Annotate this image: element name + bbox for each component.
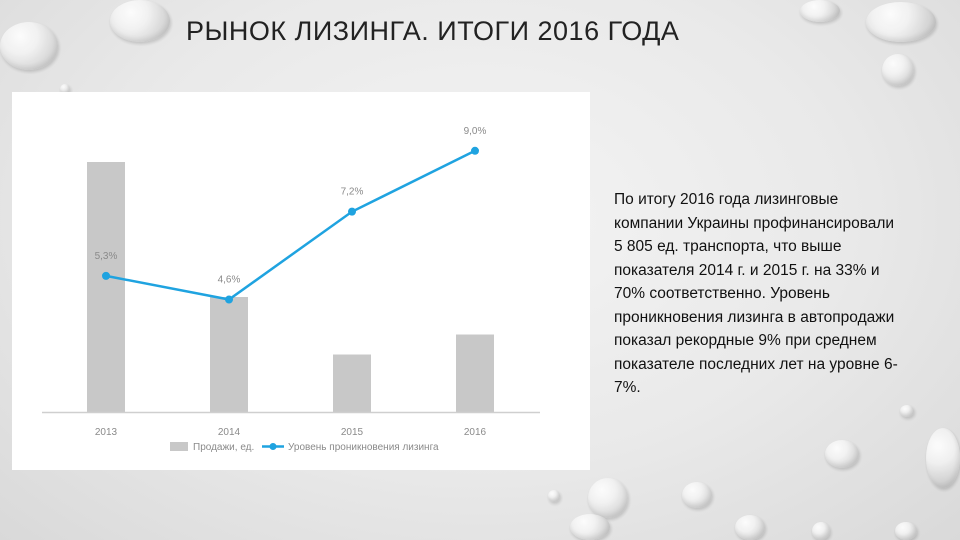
- water-drop-decoration: [548, 490, 560, 502]
- body-text-line: По итогу 2016 года лизинговые: [614, 191, 839, 208]
- water-drop-decoration: [900, 405, 914, 417]
- line-point-2016: [471, 146, 479, 155]
- body-text-line: показал рекордные 9% при среднем: [614, 332, 877, 349]
- bar-2015: [333, 354, 371, 412]
- body-text-line: 70% соответственно. Уровень: [614, 285, 830, 302]
- water-drop-decoration: [812, 522, 830, 540]
- body-text-line: 7%.: [614, 379, 641, 396]
- legend-marker-penetration: [269, 443, 277, 450]
- penetration-line: [105, 149, 476, 301]
- line-point-2013: [102, 271, 110, 280]
- combo-chart: 2013 2014 2015 2016 5,3% 4,6% 7,2% 9,0% Продажи,…: [42, 126, 540, 453]
- data-label-2016: 9,0%: [464, 126, 487, 137]
- water-drop-decoration: [682, 482, 712, 508]
- data-label-2015: 7,2%: [341, 187, 364, 198]
- body-text-line: проникновения лизинга в автопродажи: [614, 308, 895, 326]
- data-label-2013: 5,3%: [95, 251, 118, 262]
- water-drop-decoration: [110, 0, 170, 42]
- water-drop-decoration: [588, 478, 628, 518]
- water-drop-decoration: [570, 514, 610, 540]
- x-tick-label-2015: 2015: [341, 427, 364, 438]
- bar-2013: [87, 162, 125, 412]
- water-drop-decoration: [866, 2, 936, 42]
- water-drop-decoration: [735, 515, 765, 540]
- water-drop-decoration: [926, 428, 960, 488]
- water-drop-decoration: [0, 22, 58, 70]
- body-text-line: 5 805 ед. транспорта, что выше: [614, 238, 842, 255]
- x-tick-label-2013: 2013: [95, 427, 118, 438]
- water-drop-decoration: [60, 84, 70, 94]
- legend-label-penetration: Уровень проникновения лизинга: [288, 442, 439, 453]
- water-drop-decoration: [800, 0, 840, 22]
- data-label-2014: 4,6%: [218, 275, 241, 286]
- body-text-line: компании Украины профинансировали: [614, 214, 895, 232]
- chart-panel: 2013 2014 2015 2016 5,3% 4,6% 7,2% 9,0% Продажи,…: [12, 92, 590, 470]
- body-text-line: показателя 2014 г. и 2015 г. на 33% и: [614, 261, 880, 279]
- slide-title: РЫНОК ЛИЗИНГА. ИТОГИ 2016 ГОДА: [186, 16, 680, 46]
- bar-2014: [210, 297, 248, 412]
- body-text-line: показателе последних лет на уровне 6-: [614, 355, 898, 373]
- water-drop-decoration: [895, 522, 917, 540]
- bar-2016: [456, 334, 494, 412]
- x-tick-label-2016: 2016: [464, 427, 487, 438]
- legend-label-sales: Продажи, ед.: [193, 442, 254, 453]
- legend-swatch-sales: [170, 442, 188, 451]
- slide-body-text: По итогу 2016 года лизинговые компании Ук…: [614, 188, 954, 400]
- line-point-2014: [225, 295, 233, 304]
- water-drop-decoration: [882, 54, 914, 86]
- x-tick-label-2014: 2014: [218, 427, 241, 438]
- water-drop-decoration: [825, 440, 859, 468]
- line-point-2015: [348, 207, 356, 216]
